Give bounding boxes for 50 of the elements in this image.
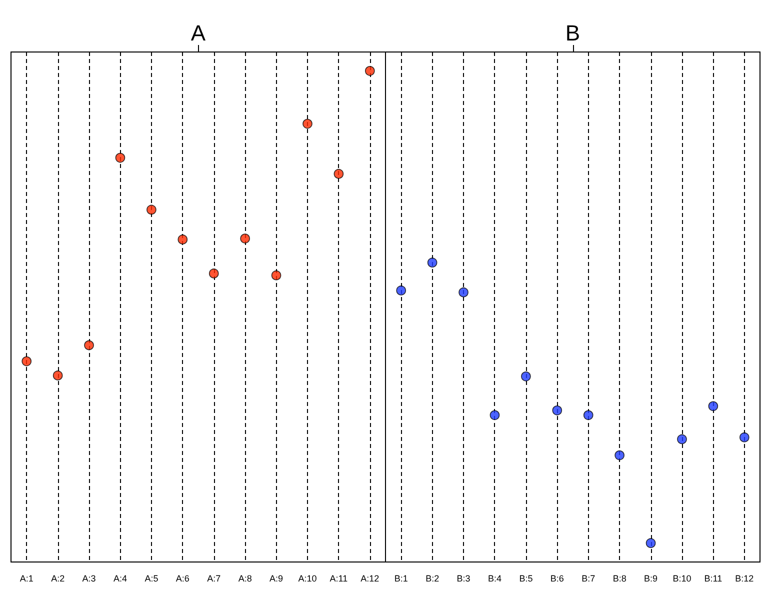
point: [740, 432, 750, 442]
point: [552, 406, 562, 416]
x-tick-label: A:12: [360, 574, 380, 584]
x-tick-label: B:8: [612, 574, 626, 584]
point: [521, 372, 531, 382]
point: [84, 340, 94, 350]
x-tick-label: A:10: [298, 574, 317, 584]
point: [396, 286, 406, 296]
point: [708, 401, 718, 412]
x-tick-label: B:6: [550, 574, 564, 584]
x-tick-label: B:9: [644, 574, 658, 584]
x-tick-label: B:7: [582, 574, 596, 584]
point: [490, 410, 500, 420]
x-tick-label: A:5: [144, 574, 158, 584]
point: [646, 538, 656, 548]
point: [22, 356, 32, 366]
point: [614, 450, 624, 460]
point: [178, 234, 188, 244]
point: [583, 410, 594, 420]
x-tick-label: B:1: [394, 574, 408, 584]
x-tick-label: B:4: [488, 574, 502, 584]
x-tick-label: B:3: [456, 574, 470, 584]
point: [240, 234, 250, 244]
point: [365, 66, 375, 76]
point: [146, 204, 156, 215]
text: A: [190, 20, 206, 46]
point: [458, 287, 468, 298]
point: [677, 434, 687, 444]
point: [427, 258, 438, 268]
x-tick-label: B:12: [735, 574, 754, 584]
x-tick-label: A:11: [330, 574, 348, 584]
x-tick-label: A:1: [20, 574, 34, 584]
x-tick-label: A:2: [51, 574, 65, 584]
x-tick-label: B:5: [519, 574, 533, 584]
text: B: [565, 20, 580, 46]
x-tick-label: B:10: [672, 574, 692, 584]
x-tick-label: A:3: [82, 574, 96, 584]
point: [208, 268, 219, 278]
x-tick-label: B:2: [426, 574, 440, 584]
x-tick-label: B:11: [704, 574, 722, 584]
x-tick-label: A:4: [113, 574, 127, 584]
x-tick-label: A:6: [176, 574, 190, 584]
x-tick-label: A:9: [270, 574, 284, 584]
point: [334, 168, 344, 179]
point: [115, 152, 126, 163]
x-tick-label: A:8: [238, 574, 252, 584]
point: [302, 118, 312, 129]
point: [52, 370, 63, 380]
point: [271, 270, 282, 280]
x-tick-label: A:7: [207, 574, 221, 584]
